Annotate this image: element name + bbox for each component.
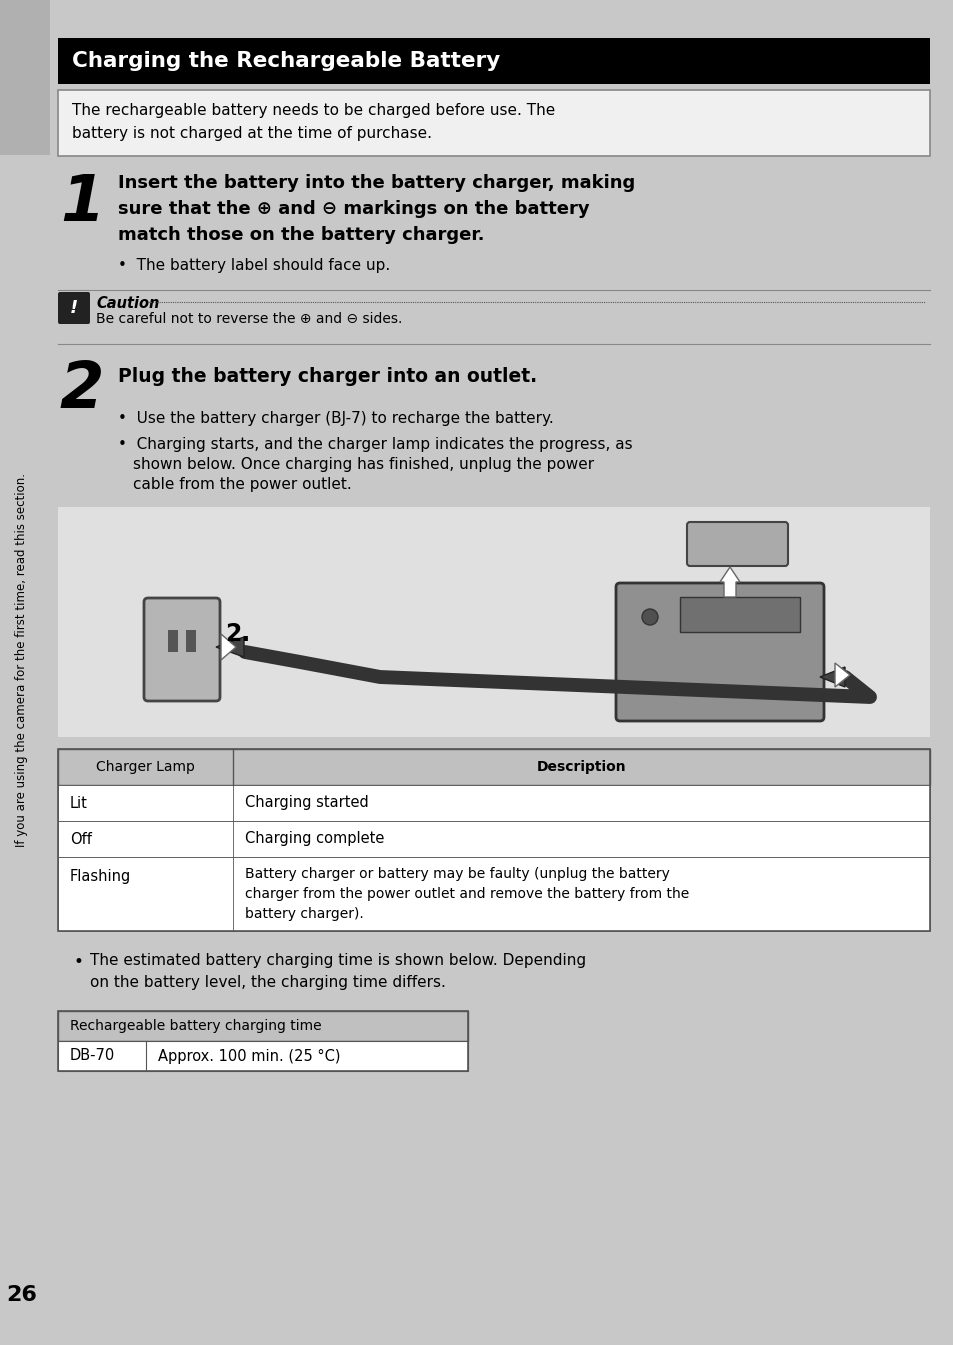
Bar xyxy=(58,1011,468,1071)
Text: 1: 1 xyxy=(60,172,105,234)
Bar xyxy=(58,785,929,820)
Bar xyxy=(58,820,929,857)
Text: sure that the ⊕ and ⊖ markings on the battery: sure that the ⊕ and ⊖ markings on the ba… xyxy=(118,200,589,218)
Polygon shape xyxy=(221,633,235,660)
Polygon shape xyxy=(215,638,244,656)
Bar xyxy=(58,1041,468,1071)
Text: Rechargeable battery charging time: Rechargeable battery charging time xyxy=(70,1020,321,1033)
FancyBboxPatch shape xyxy=(58,292,90,324)
Text: Description: Description xyxy=(537,760,626,773)
Text: DB-70: DB-70 xyxy=(70,1049,115,1064)
Text: shown below. Once charging has finished, unplug the power: shown below. Once charging has finished,… xyxy=(132,457,594,472)
Polygon shape xyxy=(820,667,844,687)
Text: Charging the Rechargeable Battery: Charging the Rechargeable Battery xyxy=(71,51,499,71)
Text: Caution: Caution xyxy=(96,296,159,311)
Text: •  Charging starts, and the charger lamp indicates the progress, as: • Charging starts, and the charger lamp … xyxy=(118,437,632,452)
Text: Charger Lamp: Charger Lamp xyxy=(96,760,194,773)
Bar xyxy=(58,38,929,83)
Text: match those on the battery charger.: match those on the battery charger. xyxy=(118,226,484,243)
FancyBboxPatch shape xyxy=(616,582,823,721)
Text: If you are using the camera for the first time, read this section.: If you are using the camera for the firs… xyxy=(15,473,29,847)
Text: battery is not charged at the time of purchase.: battery is not charged at the time of pu… xyxy=(71,126,432,141)
Bar xyxy=(58,749,929,785)
Text: Charging complete: Charging complete xyxy=(245,831,384,846)
Text: Off: Off xyxy=(70,831,91,846)
Text: cable from the power outlet.: cable from the power outlet. xyxy=(132,477,352,492)
Text: •  Use the battery charger (BJ-7) to recharge the battery.: • Use the battery charger (BJ-7) to rech… xyxy=(118,412,553,426)
Bar xyxy=(168,629,178,652)
Text: 26: 26 xyxy=(7,1284,37,1305)
Text: 2: 2 xyxy=(60,359,105,421)
Text: !: ! xyxy=(70,299,78,317)
Text: The rechargeable battery needs to be charged before use. The: The rechargeable battery needs to be cha… xyxy=(71,104,555,118)
Text: 1.: 1. xyxy=(740,527,764,551)
Text: •: • xyxy=(74,954,84,971)
Text: Charging started: Charging started xyxy=(245,795,369,811)
Bar xyxy=(58,749,929,931)
Bar xyxy=(58,507,929,737)
Bar xyxy=(186,629,195,652)
Text: 2.: 2. xyxy=(225,621,250,646)
Text: Lit: Lit xyxy=(70,795,88,811)
Text: Be careful not to reverse the ⊕ and ⊖ sides.: Be careful not to reverse the ⊕ and ⊖ si… xyxy=(96,312,402,325)
Bar xyxy=(58,857,929,931)
Text: •  The battery label should face up.: • The battery label should face up. xyxy=(118,258,390,273)
Text: Insert the battery into the battery charger, making: Insert the battery into the battery char… xyxy=(118,174,635,192)
Polygon shape xyxy=(834,663,849,687)
Text: Plug the battery charger into an outlet.: Plug the battery charger into an outlet. xyxy=(118,367,537,386)
Text: Flashing: Flashing xyxy=(70,869,132,884)
Bar xyxy=(0,155,50,1135)
Text: Approx. 100 min. (25 °C): Approx. 100 min. (25 °C) xyxy=(158,1049,340,1064)
Bar xyxy=(679,597,800,632)
Bar xyxy=(58,90,929,156)
Bar xyxy=(58,1011,468,1041)
Text: on the battery level, the charging time differs.: on the battery level, the charging time … xyxy=(90,975,445,990)
FancyBboxPatch shape xyxy=(144,599,220,701)
FancyBboxPatch shape xyxy=(686,522,787,566)
Text: Battery charger or battery may be faulty (unplug the battery
charger from the po: Battery charger or battery may be faulty… xyxy=(245,868,688,921)
Polygon shape xyxy=(720,568,740,597)
Bar xyxy=(0,0,50,155)
Circle shape xyxy=(641,609,658,625)
Text: The estimated battery charging time is shown below. Depending: The estimated battery charging time is s… xyxy=(90,954,585,968)
